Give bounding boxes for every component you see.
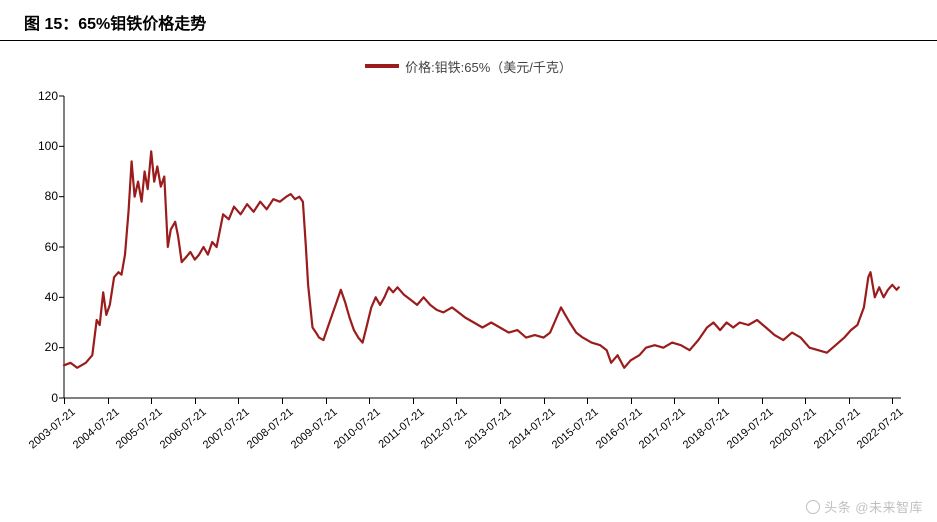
x-tick-label: 2021-07-21 bbox=[812, 406, 863, 451]
plot-area bbox=[64, 96, 901, 398]
x-tick-mark bbox=[631, 398, 632, 404]
x-tick-label: 2022-07-21 bbox=[855, 406, 906, 451]
title-rule bbox=[0, 40, 937, 41]
x-tick-mark bbox=[238, 398, 239, 404]
x-tick-mark bbox=[108, 398, 109, 404]
x-tick-mark bbox=[892, 398, 893, 404]
x-tick-label: 2019-07-21 bbox=[724, 406, 775, 451]
x-tick-mark bbox=[151, 398, 152, 404]
x-tick-label: 2013-07-21 bbox=[463, 406, 514, 451]
x-tick-mark bbox=[674, 398, 675, 404]
x-tick-mark bbox=[500, 398, 501, 404]
x-tick-label: 2016-07-21 bbox=[594, 406, 645, 451]
x-tick-mark bbox=[849, 398, 850, 404]
x-tick-label: 2008-07-21 bbox=[245, 406, 296, 451]
x-tick-mark bbox=[718, 398, 719, 404]
y-tick-label: 0 bbox=[18, 391, 58, 405]
x-tick-label: 2007-07-21 bbox=[201, 406, 252, 451]
x-tick-mark bbox=[282, 398, 283, 404]
x-tick-label: 2017-07-21 bbox=[637, 406, 688, 451]
x-tick-mark bbox=[413, 398, 414, 404]
y-tick-label: 20 bbox=[18, 340, 58, 354]
x-tick-label: 2005-07-21 bbox=[114, 406, 165, 451]
x-tick-label: 2012-07-21 bbox=[419, 406, 470, 451]
y-tick-label: 120 bbox=[18, 89, 58, 103]
x-tick-mark bbox=[369, 398, 370, 404]
watermark: 头条 @未来智库 bbox=[806, 497, 923, 516]
x-tick-mark bbox=[587, 398, 588, 404]
x-tick-label: 2014-07-21 bbox=[506, 406, 557, 451]
y-tick-label: 80 bbox=[18, 189, 58, 203]
line-svg bbox=[64, 96, 901, 398]
y-tick-label: 40 bbox=[18, 290, 58, 304]
watermark-icon bbox=[806, 500, 820, 514]
x-tick-mark bbox=[456, 398, 457, 404]
y-tick-label: 60 bbox=[18, 240, 58, 254]
x-tick-label: 2009-07-21 bbox=[288, 406, 339, 451]
legend-swatch bbox=[365, 64, 399, 68]
x-tick-mark bbox=[544, 398, 545, 404]
x-tick-label: 2003-07-21 bbox=[27, 406, 78, 451]
chart-area: 0 20 40 60 80 100 120 2003-07-212004-07-212005… bbox=[18, 88, 909, 468]
x-tick-label: 2018-07-21 bbox=[681, 406, 732, 451]
legend-label: 价格:钼铁:65%（美元/千克） bbox=[405, 57, 572, 76]
x-tick-label: 2010-07-21 bbox=[332, 406, 383, 451]
x-tick-mark bbox=[326, 398, 327, 404]
x-tick-label: 2004-07-21 bbox=[70, 406, 121, 451]
x-tick-mark bbox=[195, 398, 196, 404]
x-tick-mark bbox=[64, 398, 65, 404]
chart-title: 图 15：65%钼铁价格走势 bbox=[0, 0, 937, 34]
y-axis: 020406080100120 bbox=[18, 96, 64, 398]
x-tick-label: 2020-07-21 bbox=[768, 406, 819, 451]
legend: 价格:钼铁:65%（美元/千克） bbox=[0, 55, 937, 76]
x-tick-label: 2015-07-21 bbox=[550, 406, 601, 451]
x-tick-mark bbox=[762, 398, 763, 404]
x-tick-label: 2006-07-21 bbox=[158, 406, 209, 451]
x-tick-mark bbox=[805, 398, 806, 404]
legend-item: 价格:钼铁:65%（美元/千克） bbox=[365, 57, 572, 76]
x-axis: 2003-07-212004-07-212005-07-212006-07-21… bbox=[64, 398, 901, 468]
y-tick-label: 100 bbox=[18, 139, 58, 153]
x-tick-label: 2011-07-21 bbox=[376, 406, 426, 451]
watermark-text: 头条 @未来智库 bbox=[824, 500, 923, 515]
